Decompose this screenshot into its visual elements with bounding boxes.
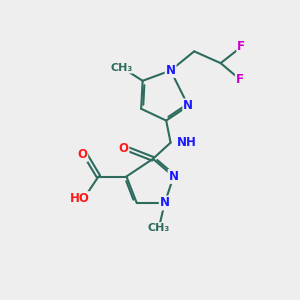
Text: N: N — [160, 196, 170, 209]
Text: F: F — [236, 73, 244, 86]
Text: O: O — [77, 148, 87, 161]
Text: NH: NH — [177, 136, 197, 149]
Text: CH₃: CH₃ — [148, 223, 170, 233]
Text: N: N — [169, 170, 178, 183]
Text: HO: HO — [69, 192, 89, 205]
Text: CH₃: CH₃ — [111, 63, 133, 73]
Text: F: F — [237, 40, 245, 53]
Text: N: N — [183, 99, 193, 112]
Text: O: O — [118, 142, 128, 155]
Text: N: N — [166, 64, 176, 77]
